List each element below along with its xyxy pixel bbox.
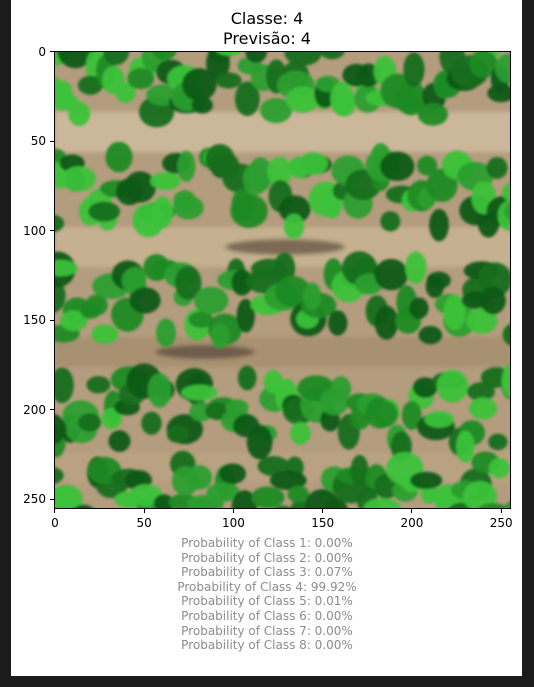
probability-line: Probability of Class 2: 0.00%: [181, 550, 353, 565]
x-tick: [500, 509, 502, 513]
y-tick-label: 0: [38, 44, 46, 59]
probability-line: Probability of Class 3: 0.07%: [181, 565, 353, 580]
x-tick-label: 0: [51, 516, 59, 530]
probability-line: Probability of Class 5: 0.01%: [181, 594, 353, 609]
probability-line: Probability of Class 7: 0.00%: [181, 623, 353, 638]
y-tick: [50, 498, 54, 500]
figure-title-prediction: Previsão: 4: [223, 29, 311, 48]
x-tick-label: 150: [311, 516, 335, 530]
y-tick-label: 100: [23, 223, 46, 238]
x-tick: [322, 509, 324, 513]
crop-field-image: [54, 51, 511, 509]
x-tick: [143, 509, 145, 513]
probability-line: Probability of Class 1: 0.00%: [181, 536, 353, 550]
y-tick-label: 200: [23, 402, 46, 417]
y-tick-label: 50: [30, 134, 46, 149]
x-tick-label: 250: [489, 516, 513, 530]
x-tick-label: 200: [400, 516, 424, 530]
x-tick: [411, 509, 413, 513]
y-tick-label: 250: [23, 492, 46, 507]
y-tick: [50, 409, 54, 411]
y-tick: [50, 319, 54, 321]
y-tick-label: 150: [23, 313, 46, 328]
y-tick: [50, 230, 54, 232]
probability-line: Probability of Class 4: 99.92%: [177, 579, 357, 594]
probability-line: Probability of Class 6: 0.00%: [181, 609, 353, 623]
crop-field-photo: [55, 52, 510, 508]
x-tick-label: 50: [136, 516, 152, 530]
probability-line: Probability of Class 8: 0.00%: [181, 638, 353, 653]
x-tick: [54, 509, 56, 513]
x-tick-label: 100: [221, 516, 245, 530]
y-tick: [50, 140, 54, 142]
y-tick: [50, 51, 54, 53]
x-tick: [232, 509, 234, 513]
figure-title-class: Classe: 4: [230, 9, 304, 28]
